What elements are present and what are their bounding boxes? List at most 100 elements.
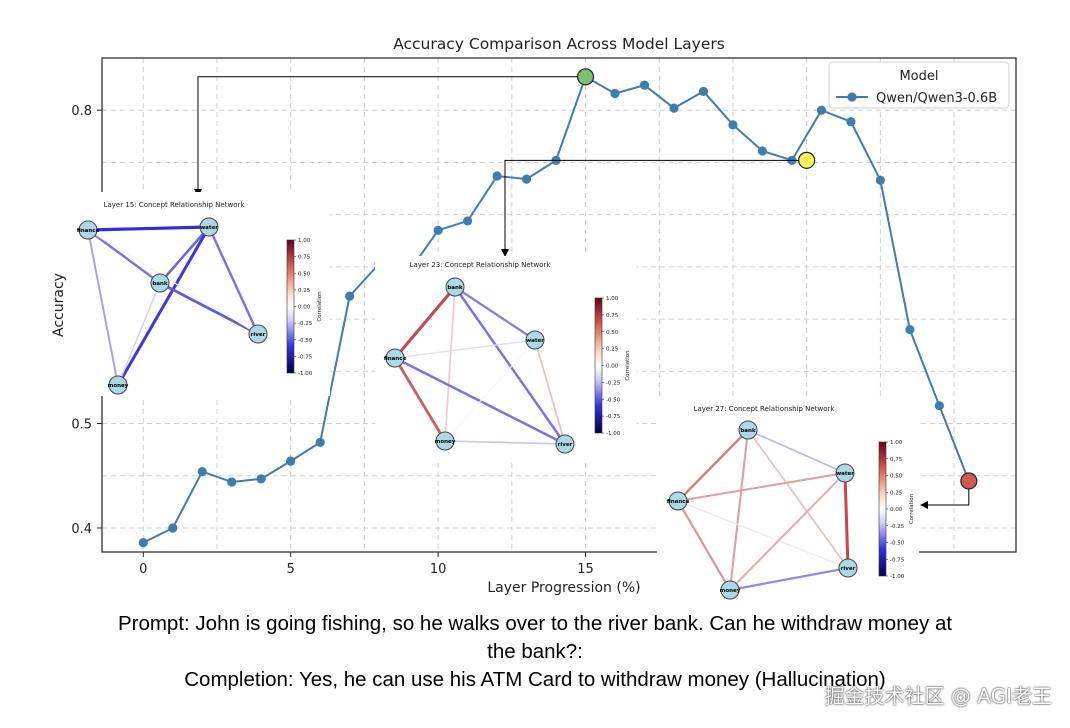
connector-arrow-layer23: [501, 159, 799, 257]
network-edge: [87, 229, 259, 335]
network-edge: [207, 226, 260, 335]
network-node-label: bank: [152, 281, 168, 287]
colorbar: [878, 441, 887, 577]
completion-caption: Completion: Yes, he can use his ATM Card…: [184, 668, 886, 691]
network-edge: [444, 339, 536, 442]
colorbar-tick-label: -0.75: [890, 557, 905, 563]
x-axis-label: Layer Progression (%): [487, 580, 640, 596]
data-point: [639, 80, 650, 90]
network-edge: [444, 440, 566, 445]
network-node: [525, 330, 545, 350]
network-node: [199, 217, 219, 237]
colorbar-tick-label: 0.75: [890, 457, 903, 463]
watermark: 掘金技术社区 @ AGI老王: [824, 684, 1052, 708]
network-edge: [677, 500, 731, 591]
data-point: [816, 105, 827, 115]
colorbar: [594, 297, 603, 434]
network-node-label: money: [108, 383, 129, 389]
colorbar-tick-label: 1.00: [890, 440, 903, 446]
colorbar-tick-label: 1.00: [298, 238, 311, 244]
colorbar-tick-label: 1.00: [606, 296, 619, 302]
data-point: [463, 216, 473, 226]
network-node: [385, 348, 405, 368]
colorbar-tick-label: -1.00: [606, 431, 621, 437]
prompt-caption-line1: Prompt: John is going fishing, so he wal…: [117, 612, 953, 635]
y-tick-label: 0.4: [71, 522, 92, 537]
network-edge: [729, 472, 846, 591]
colorbar-label: Correlation: [317, 291, 323, 322]
network-edge: [454, 286, 566, 445]
colorbar-tick-label: -0.75: [606, 414, 621, 420]
network-node-label: river: [841, 566, 856, 572]
colorbar-tick-label: -0.50: [298, 338, 313, 344]
network-node: [838, 558, 858, 578]
connector-arrow-layer27: [920, 488, 970, 509]
colorbar-tick-label: 0.50: [606, 330, 619, 336]
network-inset: Layer 15: Concept Relationship Network fi…: [66, 192, 330, 396]
data-point: [934, 401, 944, 411]
legend-box: [828, 61, 1010, 109]
data-point: [521, 174, 532, 184]
connector-arrow-layer15: [194, 76, 578, 197]
network-edge: [534, 339, 566, 445]
colorbar-tick-label: -1.00: [890, 574, 905, 580]
network-edge: [87, 229, 161, 284]
network-edge: [454, 286, 536, 341]
legend-entry: Qwen/Qwen3-0.6B: [876, 91, 997, 106]
data-point: [757, 146, 768, 156]
network-edge: [747, 429, 846, 474]
colorbar-tick-label: 0.00: [606, 364, 619, 370]
colorbar-tick-label: -0.50: [890, 541, 905, 547]
data-point: [345, 291, 355, 301]
network-edge: [728, 429, 750, 591]
data-point: [227, 477, 237, 487]
inset-title: Layer 23: Concept Relationship Network: [410, 261, 552, 269]
colorbar-tick-label: -0.75: [298, 354, 313, 360]
network-node: [835, 463, 855, 483]
y-tick-label: 0.5: [71, 418, 92, 433]
network-node: [150, 273, 170, 293]
data-point: [905, 324, 915, 335]
colorbar-tick-label: 0.00: [890, 507, 903, 513]
colorbar-label: Correlation: [909, 493, 915, 524]
chart-title: Accuracy Comparison Across Model Layers: [393, 35, 725, 53]
network-node: [78, 220, 98, 240]
data-point: [315, 437, 325, 447]
data-point: [875, 175, 885, 185]
colorbar-tick-label: 0.25: [890, 490, 903, 496]
network-node: [435, 431, 455, 451]
network-edge: [729, 566, 849, 592]
network-node-label: money: [435, 439, 456, 445]
data-point: [197, 466, 207, 477]
network-node: [248, 324, 268, 344]
network-node-label: bank: [447, 285, 463, 291]
network-edge: [393, 357, 447, 442]
network-node: [445, 277, 465, 297]
data-point: [433, 225, 443, 235]
y-tick-label: 0.8: [71, 104, 92, 119]
colorbar-tick-label: -0.25: [606, 380, 621, 386]
network-node-label: finance: [77, 228, 100, 234]
inset-background: [657, 398, 919, 603]
legend-title: Model: [899, 69, 938, 84]
network-node: [555, 434, 575, 454]
network-edge: [394, 339, 536, 359]
colorbar-tick-label: -0.25: [298, 321, 313, 327]
colorbar-label: Correlation: [625, 350, 631, 381]
colorbar-tick-label: 0.75: [298, 255, 311, 261]
x-tick-label: 0: [139, 562, 147, 577]
network-edge: [393, 286, 457, 359]
network-edge: [116, 226, 211, 386]
network-edge: [117, 282, 161, 386]
network-node-label: bank: [740, 428, 756, 434]
network-node: [738, 420, 758, 440]
colorbar-tick-label: 0.75: [606, 313, 619, 319]
network-edge: [747, 429, 849, 569]
colorbar-tick-label: 0.50: [298, 271, 311, 277]
legend-swatch-marker: [847, 92, 857, 102]
colorbar-tick-label: -0.25: [890, 524, 905, 530]
network-edge: [677, 500, 849, 569]
colorbar-tick-label: 0.25: [298, 288, 311, 294]
network-node-label: water: [526, 338, 544, 344]
